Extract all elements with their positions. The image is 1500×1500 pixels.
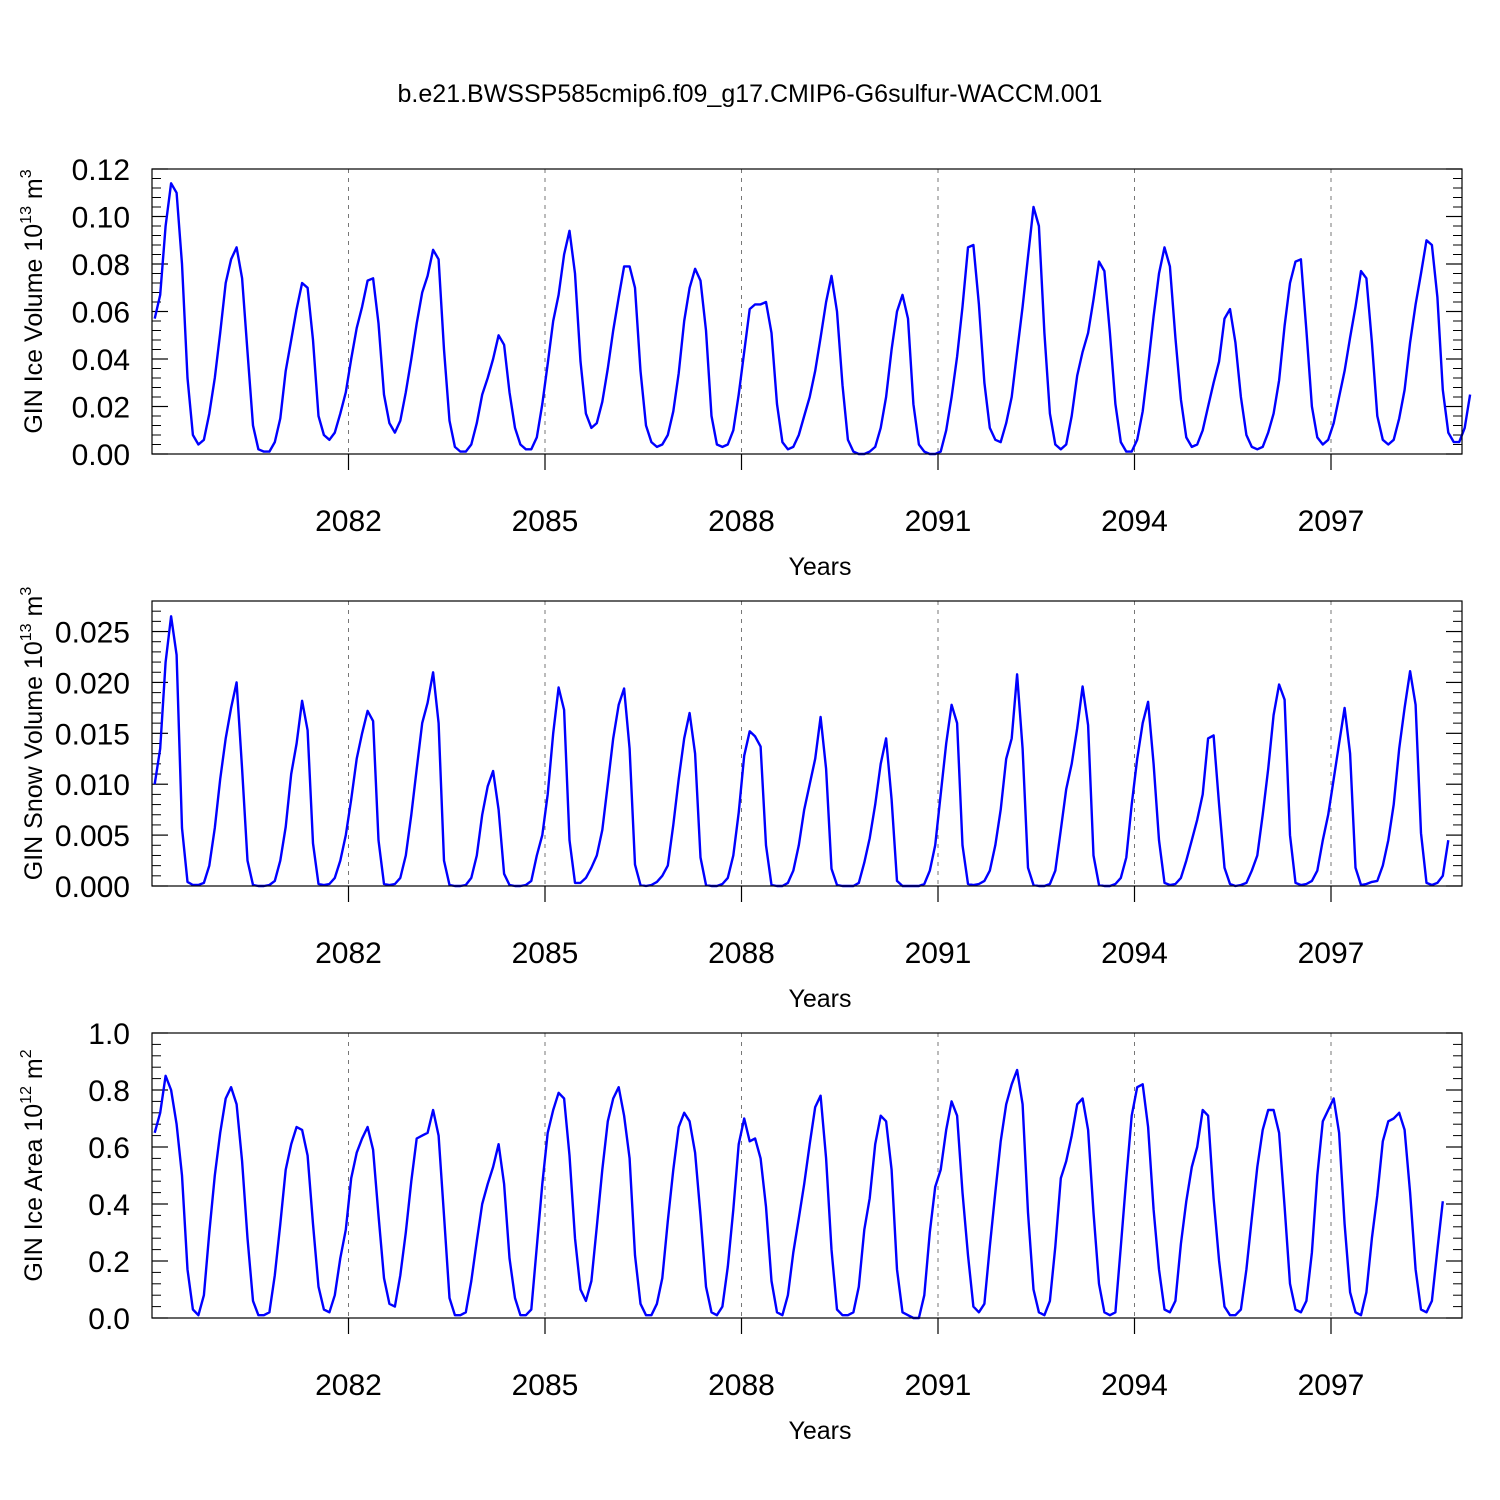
y-axis-label-unit: m	[20, 1058, 48, 1086]
y-tick-label: 0.10	[72, 202, 130, 235]
x-axis-label: Years	[788, 1417, 851, 1445]
y-axis-label-exp: 13	[18, 623, 35, 641]
y-tick-label: 0.025	[55, 617, 130, 650]
y-tick-label: 0.02	[72, 392, 130, 425]
x-tick-label: 2091	[905, 505, 972, 538]
y-axis-label: GIN Snow Volume 1013 m3	[18, 587, 48, 881]
x-tick-label: 2088	[708, 1369, 775, 1402]
x-tick-label: 2082	[315, 937, 382, 970]
y-axis-label-exp: 13	[18, 206, 35, 224]
y-axis-label-unit-exp: 3	[18, 587, 35, 596]
plot-frame	[151, 168, 1463, 455]
series-line	[153, 182, 1472, 456]
x-tick-label: 2082	[315, 505, 382, 538]
x-tick-label: 2088	[708, 505, 775, 538]
y-axis-label-text: GIN Snow Volume 10	[20, 641, 48, 880]
x-tick-label: 2091	[905, 937, 972, 970]
x-tick-label: 2085	[512, 505, 579, 538]
x-tick-label: 2094	[1101, 937, 1168, 970]
y-tick-label: 0.4	[88, 1189, 130, 1222]
y-axis-label-exp: 12	[18, 1086, 35, 1104]
y-tick-label: 0.08	[72, 249, 130, 282]
y-tick-label: 0.6	[88, 1132, 130, 1165]
y-axis-label-unit-exp: 3	[18, 169, 35, 178]
x-tick-label: 2091	[905, 1369, 972, 1402]
y-tick-label: 0.04	[72, 344, 130, 377]
x-tick-label: 2097	[1298, 937, 1365, 970]
series-line	[153, 615, 1450, 888]
y-tick-label: 0.005	[55, 820, 130, 853]
x-axis-label: Years	[788, 553, 851, 581]
y-tick-label: 0.2	[88, 1246, 130, 1279]
y-tick-label: 0.12	[72, 154, 130, 187]
y-tick-label: 0.06	[72, 297, 130, 330]
y-axis-label-text: GIN Ice Area 10	[20, 1104, 48, 1282]
y-axis-label-unit-exp: 2	[18, 1049, 35, 1058]
y-axis-label: GIN Ice Volume 1013 m3	[18, 169, 48, 433]
x-tick-label: 2082	[315, 1369, 382, 1402]
x-tick-label: 2094	[1101, 505, 1168, 538]
y-tick-label: 0.020	[55, 667, 130, 700]
x-tick-label: 2097	[1298, 505, 1365, 538]
y-axis-label-text: GIN Ice Volume 10	[20, 224, 48, 434]
x-tick-label: 2085	[512, 937, 579, 970]
y-tick-label: 0.010	[55, 769, 130, 802]
plot-frame	[151, 600, 1463, 887]
y-tick-label: 0.015	[55, 718, 130, 751]
panel-snow-volume: 0.000 0.005 0.010 0.015 0.020 0.025 2082 2085 20…	[18, 587, 1463, 1013]
panel-ice-volume: 0.00 0.02 0.04 0.06 0.08 0.10 0.12 2082 2085 2088…	[18, 154, 1472, 581]
y-axis-label-unit: m	[20, 178, 48, 206]
y-tick-label: 0.8	[88, 1075, 130, 1108]
panel-ice-area: 0.0 0.2 0.4 0.6 0.8 1.0 2082 2085 2088 2091 2094 20…	[18, 1018, 1463, 1445]
y-tick-label: 1.0	[88, 1018, 130, 1051]
y-tick-label: 0.000	[55, 871, 130, 904]
y-axis-label: GIN Ice Area 1012 m2	[18, 1049, 48, 1281]
figure-title: b.e21.BWSSP585cmip6.f09_g17.CMIP6-G6sulf…	[397, 80, 1103, 108]
y-tick-label: 0.0	[88, 1303, 130, 1336]
y-axis-label-unit: m	[20, 596, 48, 624]
y-tick-label: 0.00	[72, 439, 130, 472]
x-tick-label: 2097	[1298, 1369, 1365, 1402]
x-tick-label: 2094	[1101, 1369, 1168, 1402]
series-line	[153, 1068, 1444, 1320]
x-tick-label: 2088	[708, 937, 775, 970]
x-tick-label: 2085	[512, 1369, 579, 1402]
plot-frame	[151, 1032, 1463, 1319]
x-axis-label: Years	[788, 985, 851, 1013]
